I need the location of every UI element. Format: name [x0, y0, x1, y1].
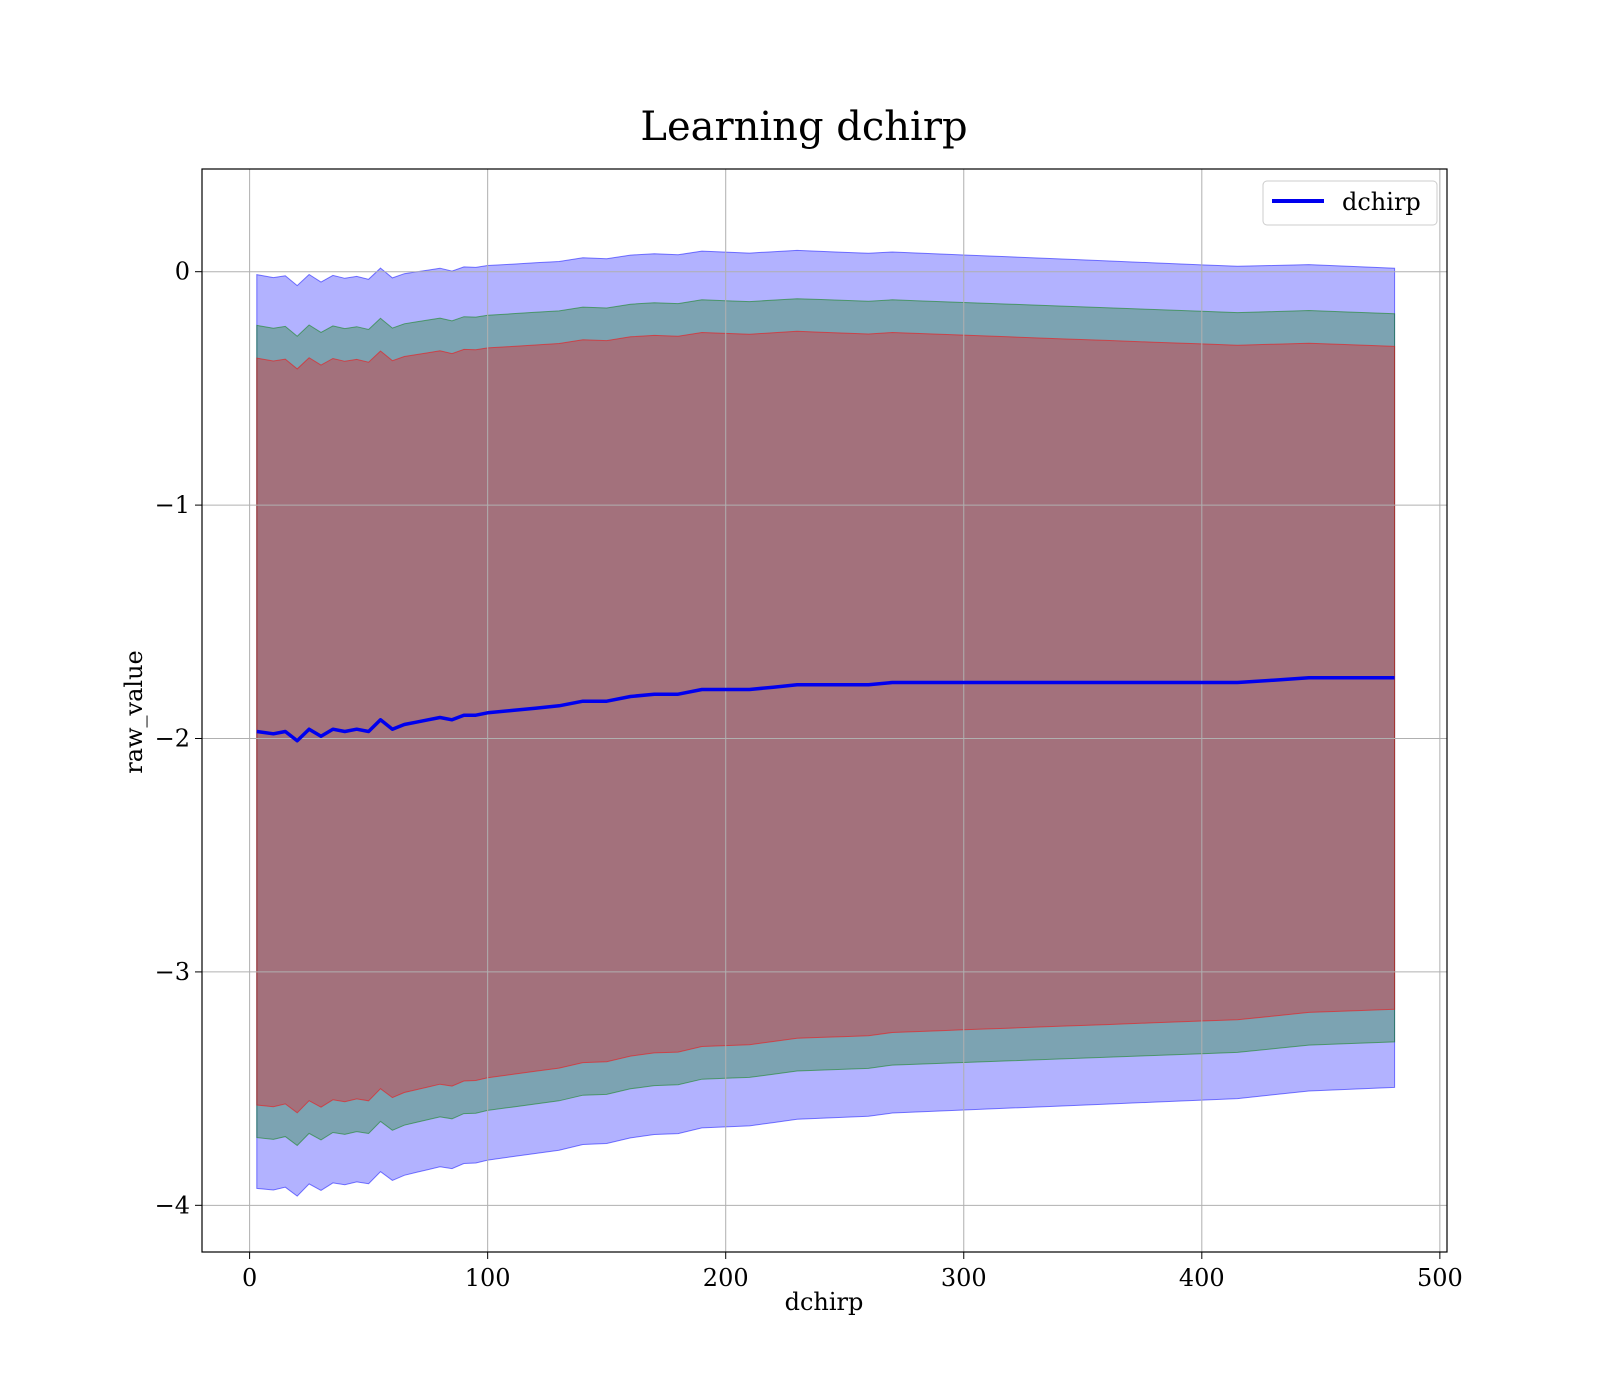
- x-tick-label: 100: [465, 1264, 511, 1292]
- series-lines: [256, 676, 1395, 743]
- x-tick-label: 400: [1179, 1264, 1225, 1292]
- x-axis-label: dchirp: [785, 1288, 864, 1316]
- band-middle: [256, 298, 1396, 1147]
- y-tick-label: −2: [155, 725, 190, 753]
- chart-title: Learning dchirp: [640, 104, 967, 150]
- y-tick-label: −1: [155, 491, 190, 519]
- band-inner: [256, 330, 1396, 1114]
- confidence-bands: [256, 249, 1396, 1197]
- band-outer: [256, 249, 1396, 1197]
- x-tick-label: 200: [703, 1264, 749, 1292]
- y-tick-label: −4: [155, 1191, 190, 1219]
- y-tick-label: −3: [155, 958, 190, 986]
- y-tick-label: 0: [175, 258, 190, 286]
- series-line-dchirp: [256, 676, 1395, 743]
- legend: dchirp: [1262, 180, 1438, 226]
- plot-frame: [201, 168, 1448, 1253]
- grid-lines: [202, 169, 1447, 1252]
- x-axis-ticks: 0 100 200 300 400 500: [242, 1252, 1463, 1292]
- y-axis-label: raw_value: [120, 650, 148, 774]
- legend-box: [1262, 180, 1438, 226]
- legend-label: dchirp: [1342, 188, 1421, 216]
- x-tick-label: 0: [242, 1264, 257, 1292]
- x-tick-label: 300: [941, 1264, 987, 1292]
- x-tick-label: 500: [1417, 1264, 1463, 1292]
- y-axis-ticks: 0 −1 −2 −3 −4: [155, 258, 202, 1219]
